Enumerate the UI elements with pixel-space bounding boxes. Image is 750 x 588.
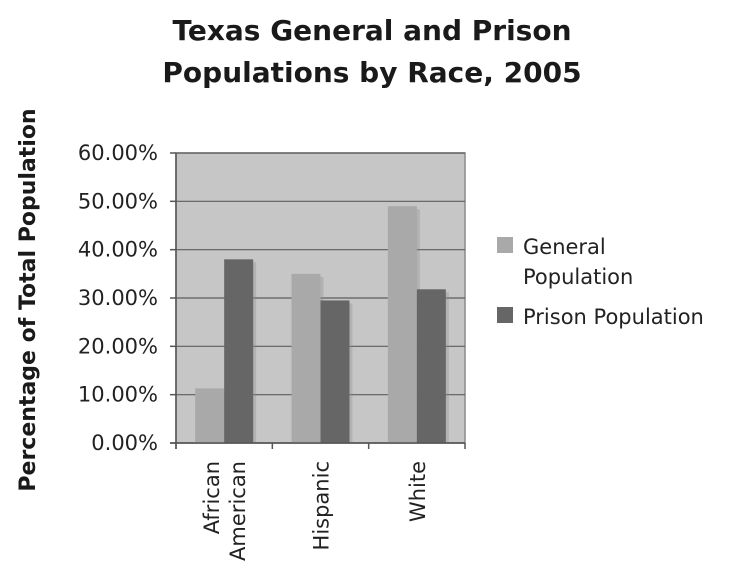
bar-prison-population-2: [416, 289, 446, 443]
y-axis-title: Percentage of Total Population: [16, 108, 41, 491]
bar-general-population-2: [387, 206, 417, 443]
legend: General Population Prison Population: [497, 235, 704, 329]
bar-general-population-1: [291, 273, 321, 443]
legend-label: General: [523, 235, 606, 259]
x-category-labels: African American Hispanic White: [200, 461, 430, 561]
legend-swatch: [497, 237, 513, 253]
y-tick-label: 0.00%: [91, 431, 158, 455]
y-tick-labels: 0.00% 10.00% 20.00% 30.00% 40.00% 50.00% 60.00…: [78, 141, 158, 455]
legend-label: Population: [523, 265, 633, 289]
bar-prison-population-0: [224, 259, 254, 443]
x-category-label: American: [226, 461, 250, 561]
bars: [195, 206, 449, 443]
axes: [170, 152, 466, 449]
x-category-label: Hispanic: [310, 461, 334, 550]
y-tick-label: 60.00%: [78, 141, 158, 165]
legend-label: Prison Population: [523, 305, 704, 329]
y-tick-label: 30.00%: [78, 286, 158, 310]
bar-prison-population-1: [320, 300, 350, 443]
chart-title: Texas General and Prison Populations by …: [162, 14, 581, 89]
x-category-label: White: [406, 461, 430, 522]
y-tick-label: 20.00%: [78, 334, 158, 358]
chart-title-line-1: Texas General and Prison: [172, 14, 571, 47]
bar-general-population-0: [195, 388, 225, 443]
chart-title-line-2: Populations by Race, 2005: [162, 56, 581, 89]
x-category-label: African: [200, 461, 224, 534]
legend-swatch: [497, 307, 513, 323]
y-tick-label: 50.00%: [78, 189, 158, 213]
y-tick-label: 40.00%: [78, 238, 158, 262]
y-tick-label: 10.00%: [78, 383, 158, 407]
